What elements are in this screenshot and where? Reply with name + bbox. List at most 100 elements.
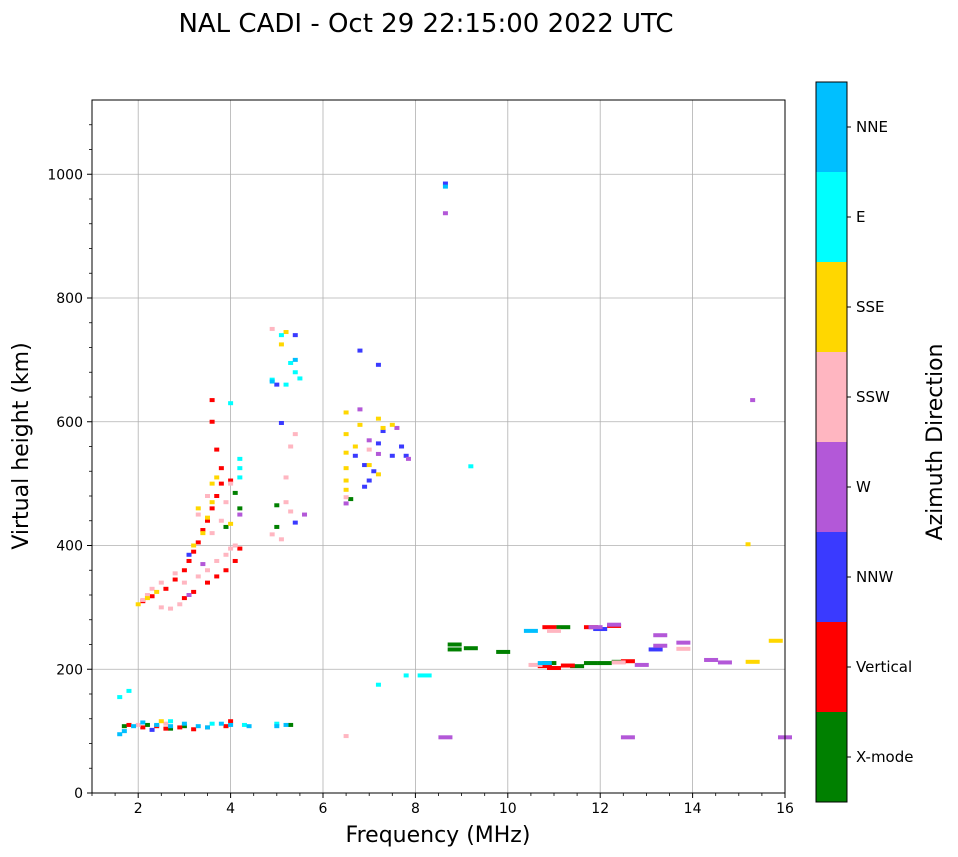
data-point-vertical (177, 725, 183, 730)
colorbar-category-label: SSE (856, 298, 885, 316)
data-point-nne (218, 721, 224, 726)
y-tick-label: 600 (56, 415, 83, 431)
data-point-nne (228, 722, 234, 727)
data-point-nnw (399, 444, 405, 449)
data-point-sse (343, 487, 349, 492)
x-tick-label: 6 (319, 801, 328, 817)
data-point-nnw (648, 647, 663, 652)
data-point-e (417, 673, 432, 678)
data-point-w (200, 562, 206, 567)
data-point-e (288, 360, 294, 365)
data-point-nne (292, 357, 298, 362)
data-point-vertical (163, 586, 169, 591)
data-point-sse (380, 425, 386, 430)
data-point-sse (745, 542, 751, 547)
data-point-w (704, 657, 719, 662)
data-point-ssw (547, 628, 561, 633)
data-point-nne (117, 732, 123, 737)
grid-lines (92, 100, 786, 794)
data-point-sse (135, 602, 141, 607)
data-point-x-mode (232, 490, 238, 495)
data-point-vertical (163, 726, 169, 731)
data-point-w (676, 640, 691, 645)
colorbar-category-label: NNE (856, 118, 888, 136)
data-point-sse (195, 506, 201, 511)
data-point-vertical (560, 663, 575, 668)
colorbar-category-label: W (856, 478, 871, 496)
colorbar-category-label: X-mode (856, 748, 913, 766)
data-point-e (168, 719, 174, 724)
data-point-sse (375, 472, 381, 477)
data-point-ssw (676, 646, 691, 651)
data-point-ssw (149, 586, 155, 591)
data-point-w (653, 643, 668, 648)
y-axis-label: Virtual height (km) (9, 342, 34, 549)
data-point-sse (278, 342, 284, 347)
x-tick-label: 16 (776, 801, 794, 817)
colorbar: X-mode Vertical NNW W SSW SSE E NNE (815, 81, 913, 803)
data-point-ssw (168, 606, 174, 611)
data-point-x-mode (583, 661, 598, 666)
data-point-nne (523, 628, 538, 633)
data-point-ssw (163, 721, 169, 726)
x-tick-label: 8 (411, 801, 420, 817)
data-point-ssw (209, 531, 215, 536)
x-tick-label: 12 (591, 801, 609, 817)
x-tick-label: 10 (499, 801, 517, 817)
data-point-vertical (126, 722, 132, 727)
data-point-w (343, 501, 349, 506)
data-point-sse (200, 531, 206, 536)
data-point-vertical (205, 580, 210, 585)
data-point-nnw (362, 484, 368, 489)
data-point-w (394, 425, 400, 430)
y-axis-ticks: 0 200 400 600 800 1000 (47, 124, 92, 802)
data-point-sse (144, 596, 150, 601)
data-point-e (375, 682, 381, 687)
data-point-w (717, 660, 732, 665)
data-point-x-mode (223, 524, 229, 529)
data-point-x-mode (121, 724, 127, 729)
data-point-e (468, 464, 474, 469)
data-point-x-mode (556, 625, 571, 630)
data-point-ssw (205, 568, 210, 573)
data-point-e (292, 370, 298, 375)
data-point-ssw (158, 580, 164, 585)
data-point-ssw (214, 558, 220, 563)
data-point-sse (357, 422, 363, 427)
data-point-ssw (366, 447, 372, 452)
colorbar-segment (816, 82, 847, 172)
data-point-sse (343, 478, 349, 483)
data-point-vertical (214, 447, 220, 452)
data-point-ssw (140, 597, 146, 602)
data-point-vertical (228, 478, 234, 483)
data-point-e (283, 382, 289, 387)
data-point-e (209, 721, 215, 726)
data-point-nnw (292, 520, 298, 525)
data-point-sse (158, 719, 164, 724)
data-point-sse (343, 466, 349, 471)
data-point-vertical (149, 594, 155, 599)
data-point-ssw (343, 495, 349, 500)
data-point-x-mode (463, 646, 478, 651)
colorbar-category-label: E (856, 208, 865, 226)
data-point-ssw (181, 580, 187, 585)
data-point-vertical (191, 549, 197, 554)
data-point-e (403, 673, 409, 678)
data-point-vertical (547, 666, 561, 671)
colorbar-segment (816, 712, 847, 802)
colorbar-segment (816, 622, 847, 712)
data-point-x-mode (168, 726, 174, 731)
data-point-ssw (228, 481, 234, 486)
data-point-ssw (269, 326, 275, 331)
data-point-ssw (218, 518, 224, 523)
data-point-nne (154, 722, 160, 727)
data-point-e (278, 333, 284, 338)
data-point-vertical (214, 494, 220, 498)
data-point-vertical (209, 419, 215, 424)
data-point-x-mode (181, 724, 187, 729)
data-point-w (588, 625, 603, 630)
x-axis-ticks: 2 4 6 8 10 12 14 16 (91, 793, 794, 817)
data-point-w (302, 512, 308, 517)
data-point-ssw (288, 509, 294, 514)
